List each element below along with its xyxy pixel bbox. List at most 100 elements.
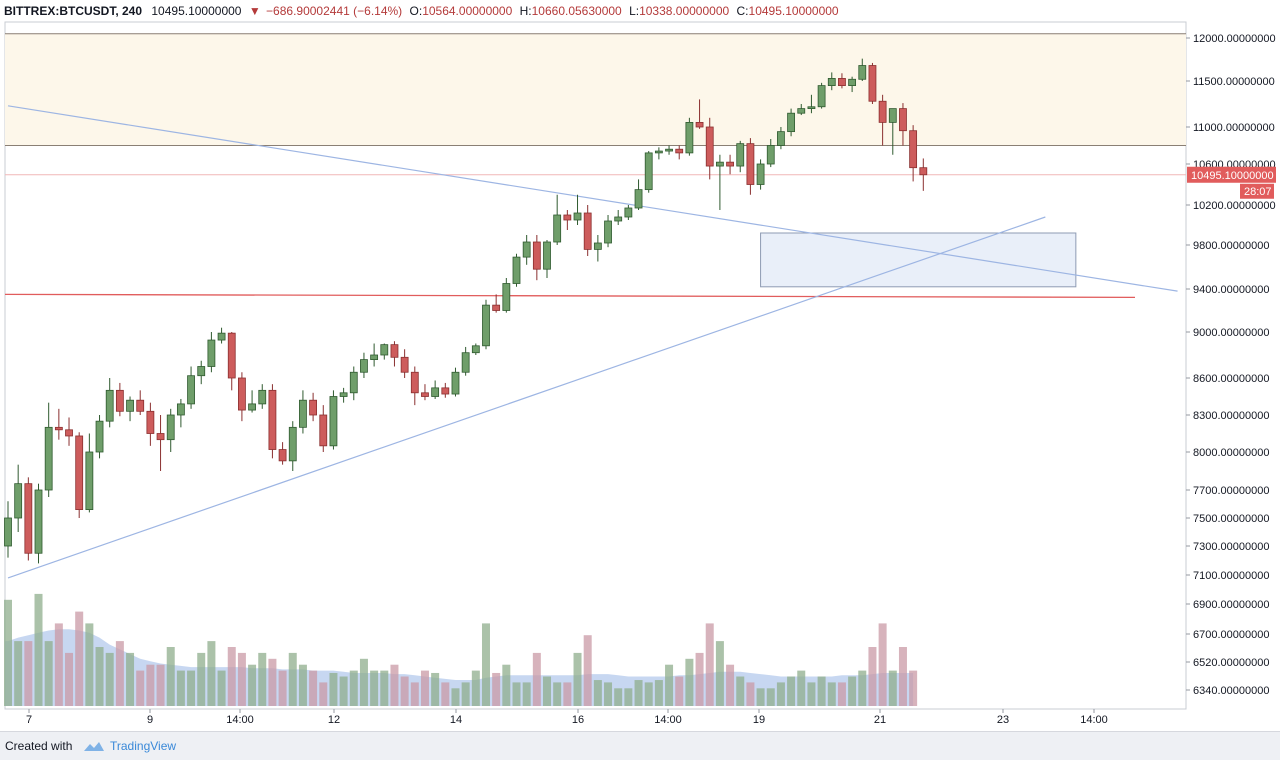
candle-body	[217, 332, 226, 341]
price-tick-label: 11000.00000000	[1193, 122, 1275, 134]
candle	[461, 346, 470, 376]
volume-bar	[787, 676, 796, 706]
volume-bar	[288, 652, 297, 706]
candle	[248, 390, 256, 413]
candle-body	[299, 399, 307, 428]
volume-bar	[390, 664, 399, 706]
candle	[105, 378, 114, 428]
time-tick-label: 9	[147, 714, 153, 726]
candle-body	[756, 163, 765, 185]
volume-bar	[24, 641, 33, 706]
volume-bar	[14, 641, 23, 706]
candle-body	[746, 143, 755, 185]
volume-bar	[258, 652, 267, 706]
time-tick-label: 16	[572, 714, 584, 726]
candle-body	[553, 214, 562, 243]
volume-bar	[126, 652, 135, 706]
price-tick-label: 7700.00000000	[1193, 485, 1269, 497]
volume-bar	[553, 682, 562, 706]
candle	[685, 117, 694, 156]
volume-bar	[665, 664, 674, 706]
candle	[288, 421, 297, 471]
volume-bar	[95, 647, 104, 706]
candle-body	[512, 256, 521, 284]
candle-body	[563, 214, 572, 221]
candle-body	[787, 112, 795, 133]
candle-body	[105, 389, 114, 422]
candle	[156, 415, 165, 471]
candle-body	[400, 356, 409, 373]
candle	[14, 464, 23, 532]
created-with-label: Created with	[5, 739, 73, 753]
volume-bar	[34, 593, 43, 706]
candle-body	[827, 78, 836, 86]
candle-body	[238, 377, 246, 411]
candle-body	[624, 207, 633, 218]
candle-body	[634, 189, 643, 209]
price-tick-label: 8300.00000000	[1193, 410, 1269, 422]
candle-body	[34, 489, 43, 554]
down-arrow-icon: ▼	[248, 4, 261, 18]
candle	[339, 387, 348, 403]
volume-bar	[604, 682, 613, 706]
candle-body	[868, 65, 877, 102]
volume-bar	[197, 652, 206, 706]
volume-bar	[827, 682, 836, 706]
candle-body	[329, 396, 338, 447]
volume-bar	[797, 670, 806, 706]
candle	[716, 154, 724, 210]
close-label: C:	[736, 4, 749, 18]
volume-bar	[736, 676, 745, 706]
candle-body	[4, 517, 12, 547]
candle-body	[319, 414, 328, 447]
volume-bar	[573, 652, 582, 706]
volume-bar	[268, 658, 277, 706]
volume-bar	[481, 623, 490, 706]
price-chart[interactable]: 12000.00000000 11500.00000000 11000.000000…	[0, 0, 1280, 731]
candle-body	[360, 359, 368, 373]
volume-bar	[512, 682, 521, 706]
candle-body	[126, 399, 134, 412]
time-tick-label: 21	[874, 714, 886, 726]
candle	[319, 405, 328, 452]
candle	[451, 367, 460, 397]
volume-bar	[522, 682, 531, 706]
volume-bar	[776, 682, 785, 706]
candle	[838, 73, 846, 89]
candle	[522, 235, 531, 265]
volume-bar	[685, 658, 694, 706]
tradingview-link[interactable]: TradingView	[110, 739, 177, 753]
candle	[858, 58, 867, 81]
candle-body	[176, 403, 185, 416]
countdown-label: 28:07	[1244, 186, 1272, 198]
volume-bar	[807, 682, 816, 706]
price-tick-label: 11500.00000000	[1193, 76, 1275, 88]
open-value: 10564.00000000	[422, 4, 513, 18]
chart-header: BITTREX:BTCUSDT, 240 10495.10000000 ▼ −6…	[0, 0, 1184, 22]
candle	[166, 408, 175, 452]
volume-bar	[614, 688, 623, 706]
volume-bar	[410, 682, 419, 706]
candle	[726, 154, 734, 175]
target-box	[760, 232, 1077, 288]
candle	[44, 402, 53, 497]
price-tick-label: 6700.00000000	[1193, 629, 1269, 641]
price-tick-label: 10200.00000000	[1193, 200, 1276, 212]
volume-bar	[624, 688, 633, 706]
candle	[827, 72, 836, 91]
volume-bar	[309, 670, 318, 706]
candle-body	[797, 108, 806, 114]
candle-body	[482, 304, 490, 347]
volume-bar	[695, 652, 704, 706]
candle	[502, 278, 511, 313]
candle	[309, 392, 318, 422]
candle-body	[309, 399, 318, 416]
volume-bar	[858, 670, 867, 706]
volume-bar	[726, 664, 735, 706]
countdown-tag	[1240, 183, 1274, 199]
candle-body	[248, 403, 256, 411]
candle-body	[187, 375, 195, 405]
candle-body	[197, 366, 206, 377]
candle	[360, 352, 368, 378]
price-tick-label: 9400.00000000	[1193, 284, 1269, 296]
